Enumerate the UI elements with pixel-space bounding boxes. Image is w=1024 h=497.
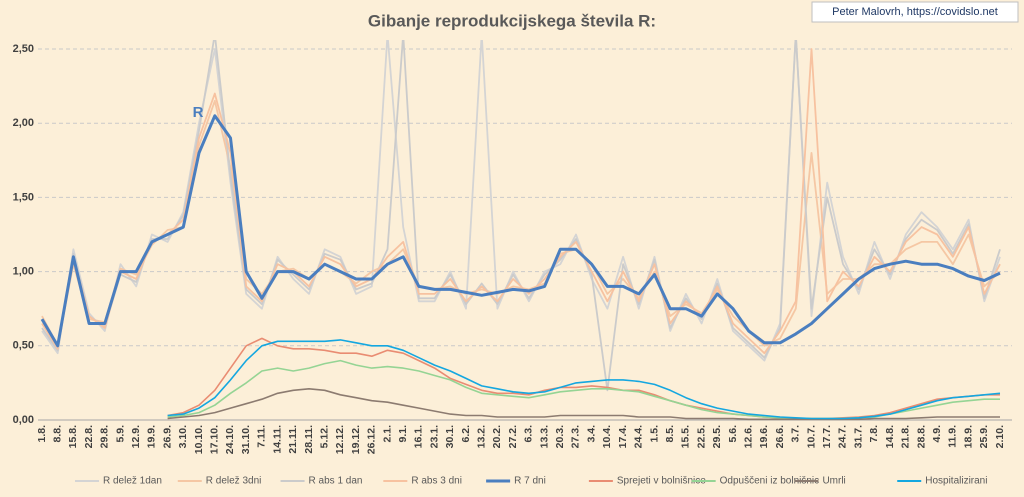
x-tick-label: 15.5. — [680, 425, 692, 448]
x-tick-label: 24.7. — [837, 425, 849, 448]
legend-label: Sprejeti v bolnišnice — [617, 476, 706, 487]
x-tick-label: 10.7. — [805, 425, 817, 448]
x-tick-label: 27.2. — [507, 425, 519, 448]
x-tick-label: 20.2. — [491, 425, 503, 448]
series-line — [40, 114, 1001, 348]
legend-label: Odpuščeni iz bolnišnic — [720, 476, 820, 487]
series-line — [41, 48, 1001, 355]
y-tick-label: 1,00 — [13, 266, 34, 278]
legend-label: R delež 1dan — [103, 476, 162, 487]
x-tick-label: 8.5. — [664, 425, 676, 443]
x-tick-label: 5.12. — [318, 425, 330, 448]
x-tick-label: 21.8. — [900, 425, 912, 448]
legend-label: Umrli — [822, 476, 845, 487]
x-tick-label: 15.8. — [67, 425, 79, 448]
y-tick-label: 2,50 — [13, 43, 34, 55]
legend-label: R delež 3dni — [206, 476, 262, 487]
x-tick-label: 13.3. — [538, 425, 550, 448]
x-tick-label: 27.3. — [570, 425, 582, 448]
series-line — [167, 339, 1001, 420]
x-tick-label: 10.10. — [193, 425, 205, 454]
x-tick-label: 22.8. — [83, 425, 95, 448]
x-tick-label: 31.7. — [852, 425, 864, 448]
x-tick-label: 17.4. — [617, 425, 629, 448]
x-tick-label: 4.9. — [931, 425, 943, 443]
x-tick-label: 19.9. — [146, 425, 158, 448]
legend-label: Hospitalizirani — [925, 476, 987, 487]
x-tick-label: 22.5. — [695, 425, 707, 448]
x-tick-label: 28.8. — [915, 425, 927, 448]
x-tick-label: 21.11. — [287, 425, 299, 454]
annotation: R — [193, 104, 204, 121]
x-tick-label: 2.10. — [994, 425, 1006, 448]
y-tick-label: 0,00 — [13, 414, 34, 426]
x-tick-label: 26.12. — [366, 425, 378, 454]
x-tick-label: 30.1. — [444, 425, 456, 448]
x-tick-label: 5.6. — [727, 425, 739, 443]
x-tick-label: 25.9. — [978, 425, 990, 448]
x-tick-label: 26.9. — [161, 425, 173, 448]
x-tick-label: 31.10. — [240, 425, 252, 454]
x-tick-label: 1.5. — [648, 425, 660, 443]
x-tick-label: 3.7. — [790, 425, 802, 443]
x-tick-label: 6.2. — [460, 425, 472, 443]
x-tick-label: 29.8. — [99, 425, 111, 448]
y-tick-label: 2,00 — [13, 117, 34, 129]
legend-label: R abs 3 dni — [411, 476, 462, 487]
y-tick-label: 1,50 — [13, 191, 34, 203]
source: Peter Malovrh, https://covidslo.net — [832, 6, 998, 18]
plot-lines — [40, 40, 1001, 421]
x-tick-label: 24.10. — [224, 425, 236, 454]
x-tick-label: 12.9. — [130, 425, 142, 448]
x-tick-label: 16.1. — [413, 425, 425, 448]
x-tick-label: 19.6. — [758, 425, 770, 448]
x-tick-label: 8.8. — [51, 425, 63, 443]
x-tick-label: 23.1. — [428, 425, 440, 448]
x-tick-label: 18.9. — [962, 425, 974, 448]
x-tick-label: 1.8. — [36, 425, 48, 443]
chart-title: Gibanje reprodukcijskega števila R: — [368, 11, 656, 30]
x-tick-label: 10.4. — [601, 425, 613, 448]
x-tick-label: 26.6. — [774, 425, 786, 448]
legend-label: R abs 1 dan — [309, 476, 363, 487]
x-tick-label: 9.1. — [397, 425, 409, 443]
legend-label: R 7 dni — [514, 476, 546, 487]
x-tick-label: 5.9. — [114, 425, 126, 443]
x-tick-label: 7.11. — [256, 425, 268, 448]
series-line — [167, 388, 1000, 421]
x-tick-label: 12.6. — [743, 425, 755, 448]
x-tick-label: 24.4. — [633, 425, 645, 448]
x-tick-label: 3.10. — [177, 425, 189, 448]
x-tick-label: 29.5. — [711, 425, 723, 448]
x-tick-label: 6.3. — [523, 425, 535, 443]
x-tick-label: 13.2. — [476, 425, 488, 448]
x-tick-label: 7.8. — [868, 425, 880, 443]
x-tick-label: 2.1. — [381, 425, 393, 443]
x-tick-label: 12.12. — [334, 425, 346, 454]
x-tick-label: 11.9. — [947, 425, 959, 448]
x-tick-label: 28.11. — [303, 425, 315, 454]
y-tick-label: 0,50 — [13, 340, 34, 352]
x-tick-label: 19.12. — [350, 425, 362, 454]
x-tick-label: 3.4. — [585, 425, 597, 443]
x-tick-label: 20.3. — [554, 425, 566, 448]
x-tick-label: 14.11. — [271, 425, 283, 454]
x-tick-label: 14.8. — [884, 425, 896, 448]
source-box — [811, 1, 1019, 23]
x-tick-label: 17.10. — [209, 425, 221, 454]
x-tick-label: 17.7. — [821, 425, 833, 448]
